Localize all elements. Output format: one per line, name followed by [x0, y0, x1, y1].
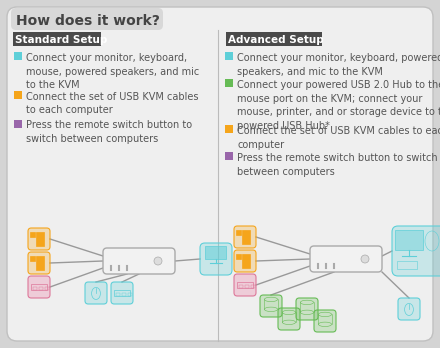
FancyBboxPatch shape — [398, 298, 420, 320]
Bar — [121, 293, 126, 296]
Bar — [245, 285, 249, 288]
Bar — [395, 230, 423, 250]
Bar — [36, 256, 44, 270]
FancyBboxPatch shape — [226, 32, 322, 46]
Bar — [251, 285, 255, 288]
FancyBboxPatch shape — [225, 152, 233, 160]
Text: Connect your monitor, keyboard,
mouse, powered speakers, and mic
to the KVM: Connect your monitor, keyboard, mouse, p… — [26, 53, 199, 90]
Bar — [33, 287, 37, 290]
Bar — [116, 293, 120, 296]
Bar — [39, 287, 43, 290]
Bar — [205, 246, 226, 259]
Bar — [397, 261, 417, 269]
Bar — [242, 230, 250, 244]
FancyBboxPatch shape — [7, 7, 433, 341]
FancyBboxPatch shape — [225, 79, 233, 87]
Text: How does it work?: How does it work? — [16, 14, 160, 28]
Bar — [242, 254, 250, 268]
Circle shape — [361, 255, 369, 263]
FancyBboxPatch shape — [225, 125, 233, 133]
FancyBboxPatch shape — [28, 228, 50, 250]
Bar — [44, 287, 49, 290]
Text: Advanced Setup: Advanced Setup — [228, 35, 324, 45]
Text: Connect your powered USB 2.0 Hub to the
mouse port on the KVM; connect your
mous: Connect your powered USB 2.0 Hub to the … — [237, 80, 440, 131]
Bar — [237, 282, 253, 288]
FancyBboxPatch shape — [310, 246, 382, 272]
Circle shape — [154, 257, 162, 265]
FancyBboxPatch shape — [11, 8, 163, 30]
Bar — [30, 232, 35, 237]
Text: Connect the set of USB KVM cables to each
computer: Connect the set of USB KVM cables to eac… — [237, 126, 440, 150]
FancyBboxPatch shape — [225, 52, 233, 60]
FancyBboxPatch shape — [28, 252, 50, 274]
FancyBboxPatch shape — [28, 276, 50, 298]
Bar — [114, 290, 130, 296]
FancyBboxPatch shape — [278, 308, 300, 330]
FancyBboxPatch shape — [234, 250, 256, 272]
Bar — [238, 285, 242, 288]
Text: Press the remote switch button to
switch between computers: Press the remote switch button to switch… — [26, 120, 192, 144]
FancyBboxPatch shape — [296, 298, 318, 320]
FancyBboxPatch shape — [234, 274, 256, 296]
FancyBboxPatch shape — [14, 52, 22, 60]
FancyBboxPatch shape — [111, 282, 133, 304]
Text: Connect your monitor, keyboard, powered
speakers, and mic to the KVM: Connect your monitor, keyboard, powered … — [237, 53, 440, 77]
FancyBboxPatch shape — [200, 243, 232, 275]
FancyBboxPatch shape — [85, 282, 107, 304]
Bar — [30, 256, 35, 261]
Text: Standard Setup: Standard Setup — [15, 35, 107, 45]
Bar — [236, 230, 241, 235]
Bar — [36, 232, 44, 246]
FancyBboxPatch shape — [260, 295, 282, 317]
FancyBboxPatch shape — [314, 310, 336, 332]
FancyBboxPatch shape — [14, 90, 22, 98]
FancyBboxPatch shape — [13, 32, 101, 46]
Bar — [31, 284, 47, 290]
Text: Press the remote switch button to switch
between computers: Press the remote switch button to switch… — [237, 153, 438, 176]
FancyBboxPatch shape — [103, 248, 175, 274]
Text: Connect the set of USB KVM cables
to each computer: Connect the set of USB KVM cables to eac… — [26, 92, 198, 115]
FancyBboxPatch shape — [234, 226, 256, 248]
Bar — [128, 293, 132, 296]
Bar — [236, 254, 241, 259]
FancyBboxPatch shape — [14, 119, 22, 127]
FancyBboxPatch shape — [392, 226, 440, 276]
